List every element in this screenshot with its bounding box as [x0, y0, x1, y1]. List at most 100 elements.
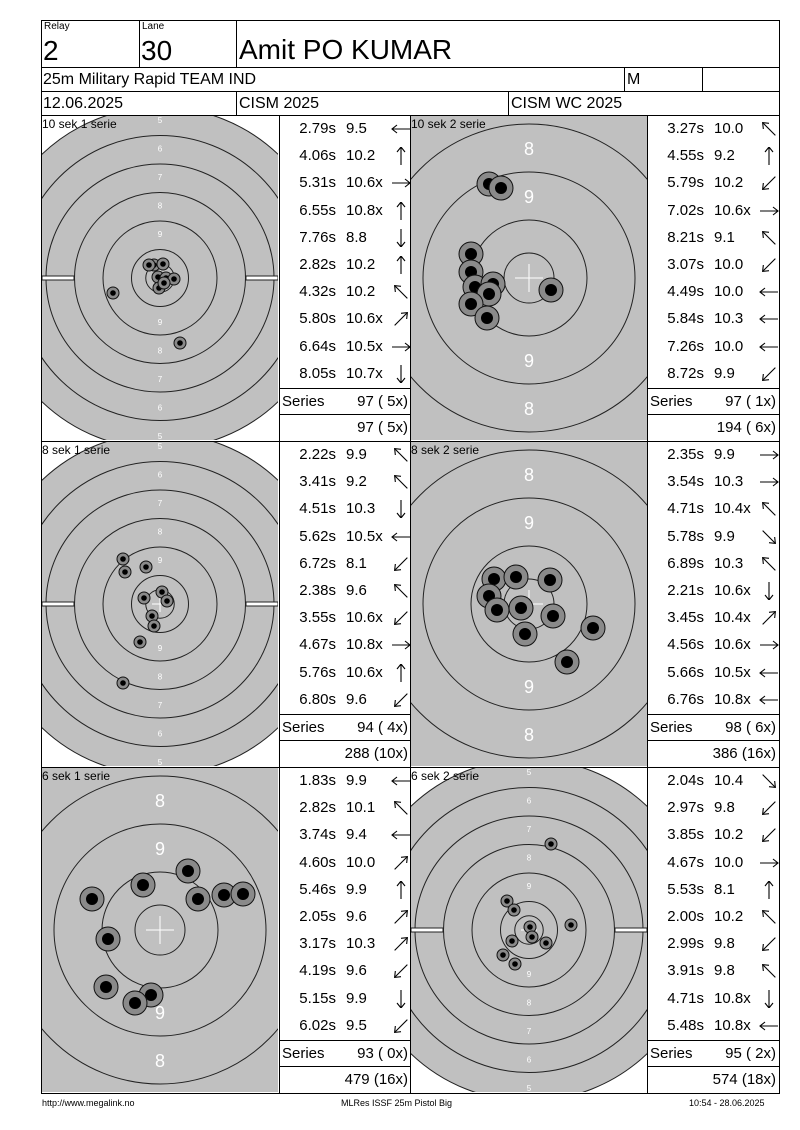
shot-hit — [508, 595, 534, 621]
direction-arrow-icon — [756, 256, 782, 274]
shot-row: 4.51s 10.3 — [286, 500, 414, 520]
direction-arrow-icon — [388, 582, 414, 600]
shot-hit — [474, 305, 500, 331]
shot-time: 6.02s — [299, 1016, 336, 1034]
shot-time: 3.74s — [299, 826, 336, 844]
shot-time: 5.15s — [299, 989, 336, 1007]
shot-row: 3.27s 10.0 — [654, 120, 782, 140]
shot-hit — [507, 903, 521, 917]
shot-value: 9.2 — [346, 473, 367, 491]
series-label: Series — [650, 1045, 693, 1062]
ring-10 — [470, 545, 588, 663]
ring-number: 7 — [158, 701, 163, 710]
shot-hit — [116, 552, 130, 566]
direction-arrow-icon — [388, 555, 414, 573]
shot-hit — [503, 564, 529, 590]
ring-number: 9 — [155, 1003, 165, 1023]
shot-value: 9.6 — [346, 690, 367, 708]
direction-arrow-icon — [388, 200, 414, 220]
ring-number: 9 — [524, 187, 534, 207]
shot-value: 10.6x — [714, 201, 751, 219]
shot-hit — [142, 258, 156, 272]
direction-arrow-icon — [388, 364, 414, 384]
ring-number: 9 — [158, 318, 163, 327]
shot-hit — [496, 948, 510, 962]
panel-title: 10 sek 2 serie — [411, 117, 486, 131]
shot-time: 4.67s — [299, 636, 336, 654]
shot-value: 10.3 — [714, 554, 744, 572]
direction-arrow-icon — [388, 826, 414, 844]
footer-timestamp: 10:54 - 28.06.2025 — [689, 1098, 765, 1108]
shot-value: 10.2 — [714, 174, 744, 192]
direction-arrow-icon — [388, 446, 414, 464]
ring-number: 6 — [158, 404, 163, 413]
shot-value: 9.9 — [346, 772, 367, 789]
shot-value: 10.5x — [714, 663, 751, 681]
shot-value: 10.3 — [346, 500, 376, 518]
shot-time: 2.00s — [667, 908, 704, 925]
direction-arrow-icon — [388, 609, 414, 627]
shot-hit — [130, 872, 156, 898]
shot-time: 4.67s — [667, 853, 704, 871]
direction-arrow-icon — [756, 473, 782, 491]
shot-hit — [137, 591, 151, 605]
ring-number: 5 — [527, 1084, 532, 1092]
shot-value: 10.0 — [714, 337, 744, 355]
shot-row: 2.05s 9.6 — [286, 908, 414, 928]
shot-time: 4.06s — [299, 147, 336, 165]
direction-arrow-icon — [388, 283, 414, 301]
direction-arrow-icon — [756, 528, 782, 546]
shot-value: 10.8x — [346, 636, 383, 654]
shot-value: 10.8x — [346, 201, 383, 219]
ring-number: 6 — [158, 470, 163, 479]
shot-value: 10.0 — [714, 853, 744, 871]
shot-hit — [540, 603, 566, 629]
shot-row: 8.72s 9.9 — [654, 365, 782, 385]
shot-time: 4.32s — [299, 283, 336, 301]
shot-value: 10.0 — [714, 120, 744, 137]
ring-number: 8 — [155, 1051, 165, 1071]
shot-hit — [538, 277, 564, 303]
shot-time: 4.51s — [299, 500, 336, 518]
direction-arrow-icon — [756, 962, 782, 980]
ring-number: 7 — [158, 499, 163, 508]
direction-arrow-icon — [388, 338, 414, 356]
shot-time: 8.05s — [299, 364, 336, 382]
direction-arrow-icon — [756, 826, 782, 844]
shot-hit — [537, 567, 563, 593]
shot-time: 5.31s — [299, 174, 336, 192]
shot-hit — [93, 974, 119, 1000]
shot-value: 9.6 — [346, 582, 367, 599]
series-label: Series — [650, 393, 693, 410]
direction-arrow-icon — [388, 174, 414, 192]
shot-time: 2.35s — [667, 446, 704, 463]
direction-arrow-icon — [756, 582, 782, 601]
shot-hit — [230, 881, 256, 907]
ring-number: 7 — [527, 1027, 532, 1036]
ring-number: 8 — [155, 791, 165, 811]
ring-number: 8 — [524, 139, 534, 159]
shot-value: 10.7x — [346, 364, 383, 382]
relay-label: Relay — [44, 21, 70, 32]
shot-hit — [122, 990, 148, 1016]
panel-title: 8 sek 1 serie — [42, 443, 111, 457]
direction-arrow-icon — [388, 636, 414, 654]
shot-time: 5.76s — [299, 663, 336, 681]
shot-value: 9.9 — [346, 880, 367, 898]
shot-value: 9.6 — [346, 908, 367, 925]
shot-hit — [580, 615, 606, 641]
gender: M — [627, 71, 641, 88]
ring-number: 8 — [527, 999, 532, 1008]
ring-8 — [411, 123, 647, 433]
shot-row: 5.46s 9.9 — [286, 879, 414, 901]
series-label: Series — [282, 1045, 325, 1062]
shot-hit — [156, 257, 170, 271]
shot-hit — [564, 918, 578, 932]
ring — [102, 220, 218, 336]
footer-url[interactable]: http://www.megalink.no — [42, 1098, 135, 1108]
shot-row: 6.02s 9.5 — [286, 1017, 414, 1037]
shot-time: 7.02s — [667, 201, 704, 219]
shot-row: 4.60s 10.0 — [286, 854, 414, 874]
series-label: Series — [282, 719, 325, 736]
shot-row: 2.35s 9.9 — [654, 446, 782, 466]
